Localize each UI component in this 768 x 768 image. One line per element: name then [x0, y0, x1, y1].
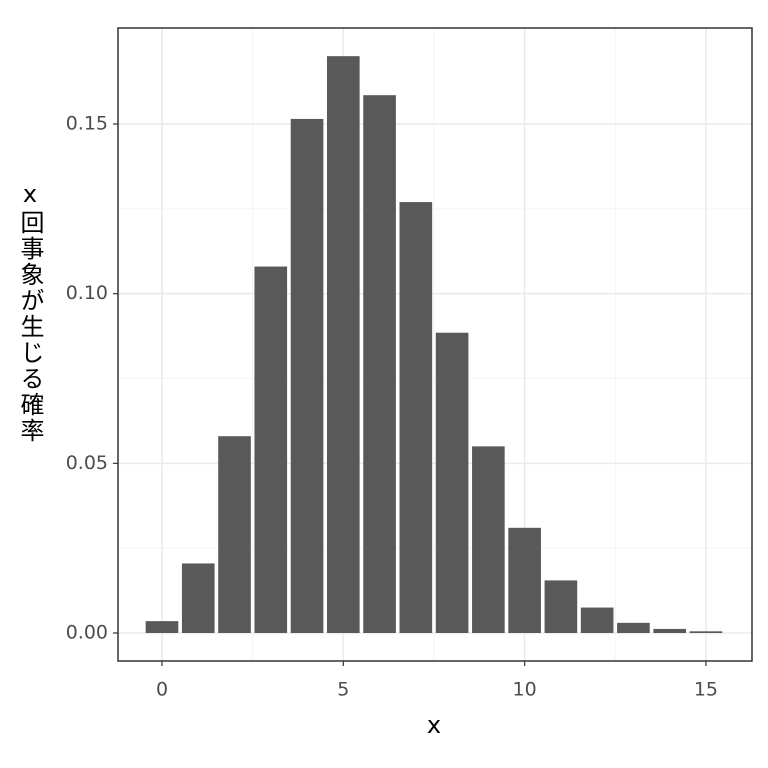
bar — [544, 580, 578, 634]
bar — [326, 56, 360, 634]
bar — [254, 266, 288, 634]
bar — [472, 446, 505, 634]
bar — [435, 332, 469, 634]
bar — [617, 622, 650, 634]
y-tick-label: 0.05 — [66, 452, 108, 474]
x-tick-label: 15 — [694, 679, 718, 701]
y-tick-label: 0.10 — [66, 282, 108, 304]
bar — [508, 527, 541, 634]
bar — [580, 607, 614, 634]
bar — [363, 95, 396, 634]
bar — [218, 436, 251, 634]
bar — [653, 628, 686, 634]
y-axis-label: x回事象が生じる確率 — [16, 180, 44, 444]
bar — [290, 118, 324, 634]
x-tick-label: 10 — [513, 679, 537, 701]
bar — [181, 563, 215, 634]
bar — [689, 631, 723, 634]
bar — [145, 621, 179, 634]
bar — [399, 202, 433, 634]
x-tick-label: 5 — [337, 679, 349, 701]
x-axis-label: x — [427, 711, 441, 739]
y-tick-label: 0.15 — [66, 113, 108, 135]
panel-border — [117, 27, 753, 662]
x-tick-label: 0 — [156, 679, 168, 701]
y-tick-label: 0.00 — [66, 622, 108, 644]
